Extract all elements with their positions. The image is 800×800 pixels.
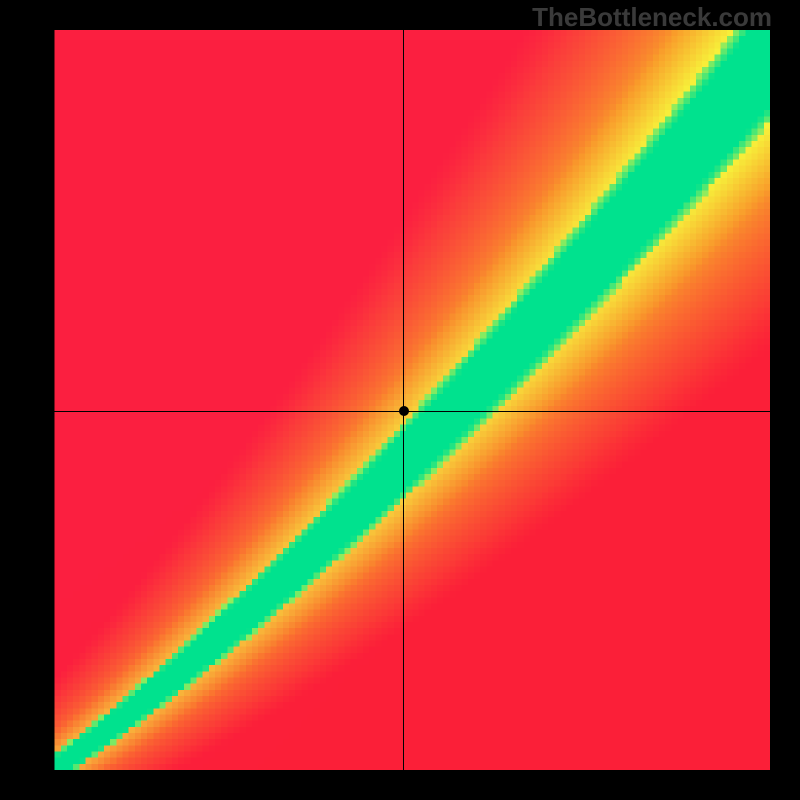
watermark-text: TheBottleneck.com <box>532 2 772 33</box>
crosshair-vertical <box>403 30 404 770</box>
bottleneck-heatmap <box>30 30 770 770</box>
chart-container: TheBottleneck.com <box>0 0 800 800</box>
crosshair-point <box>399 406 409 416</box>
